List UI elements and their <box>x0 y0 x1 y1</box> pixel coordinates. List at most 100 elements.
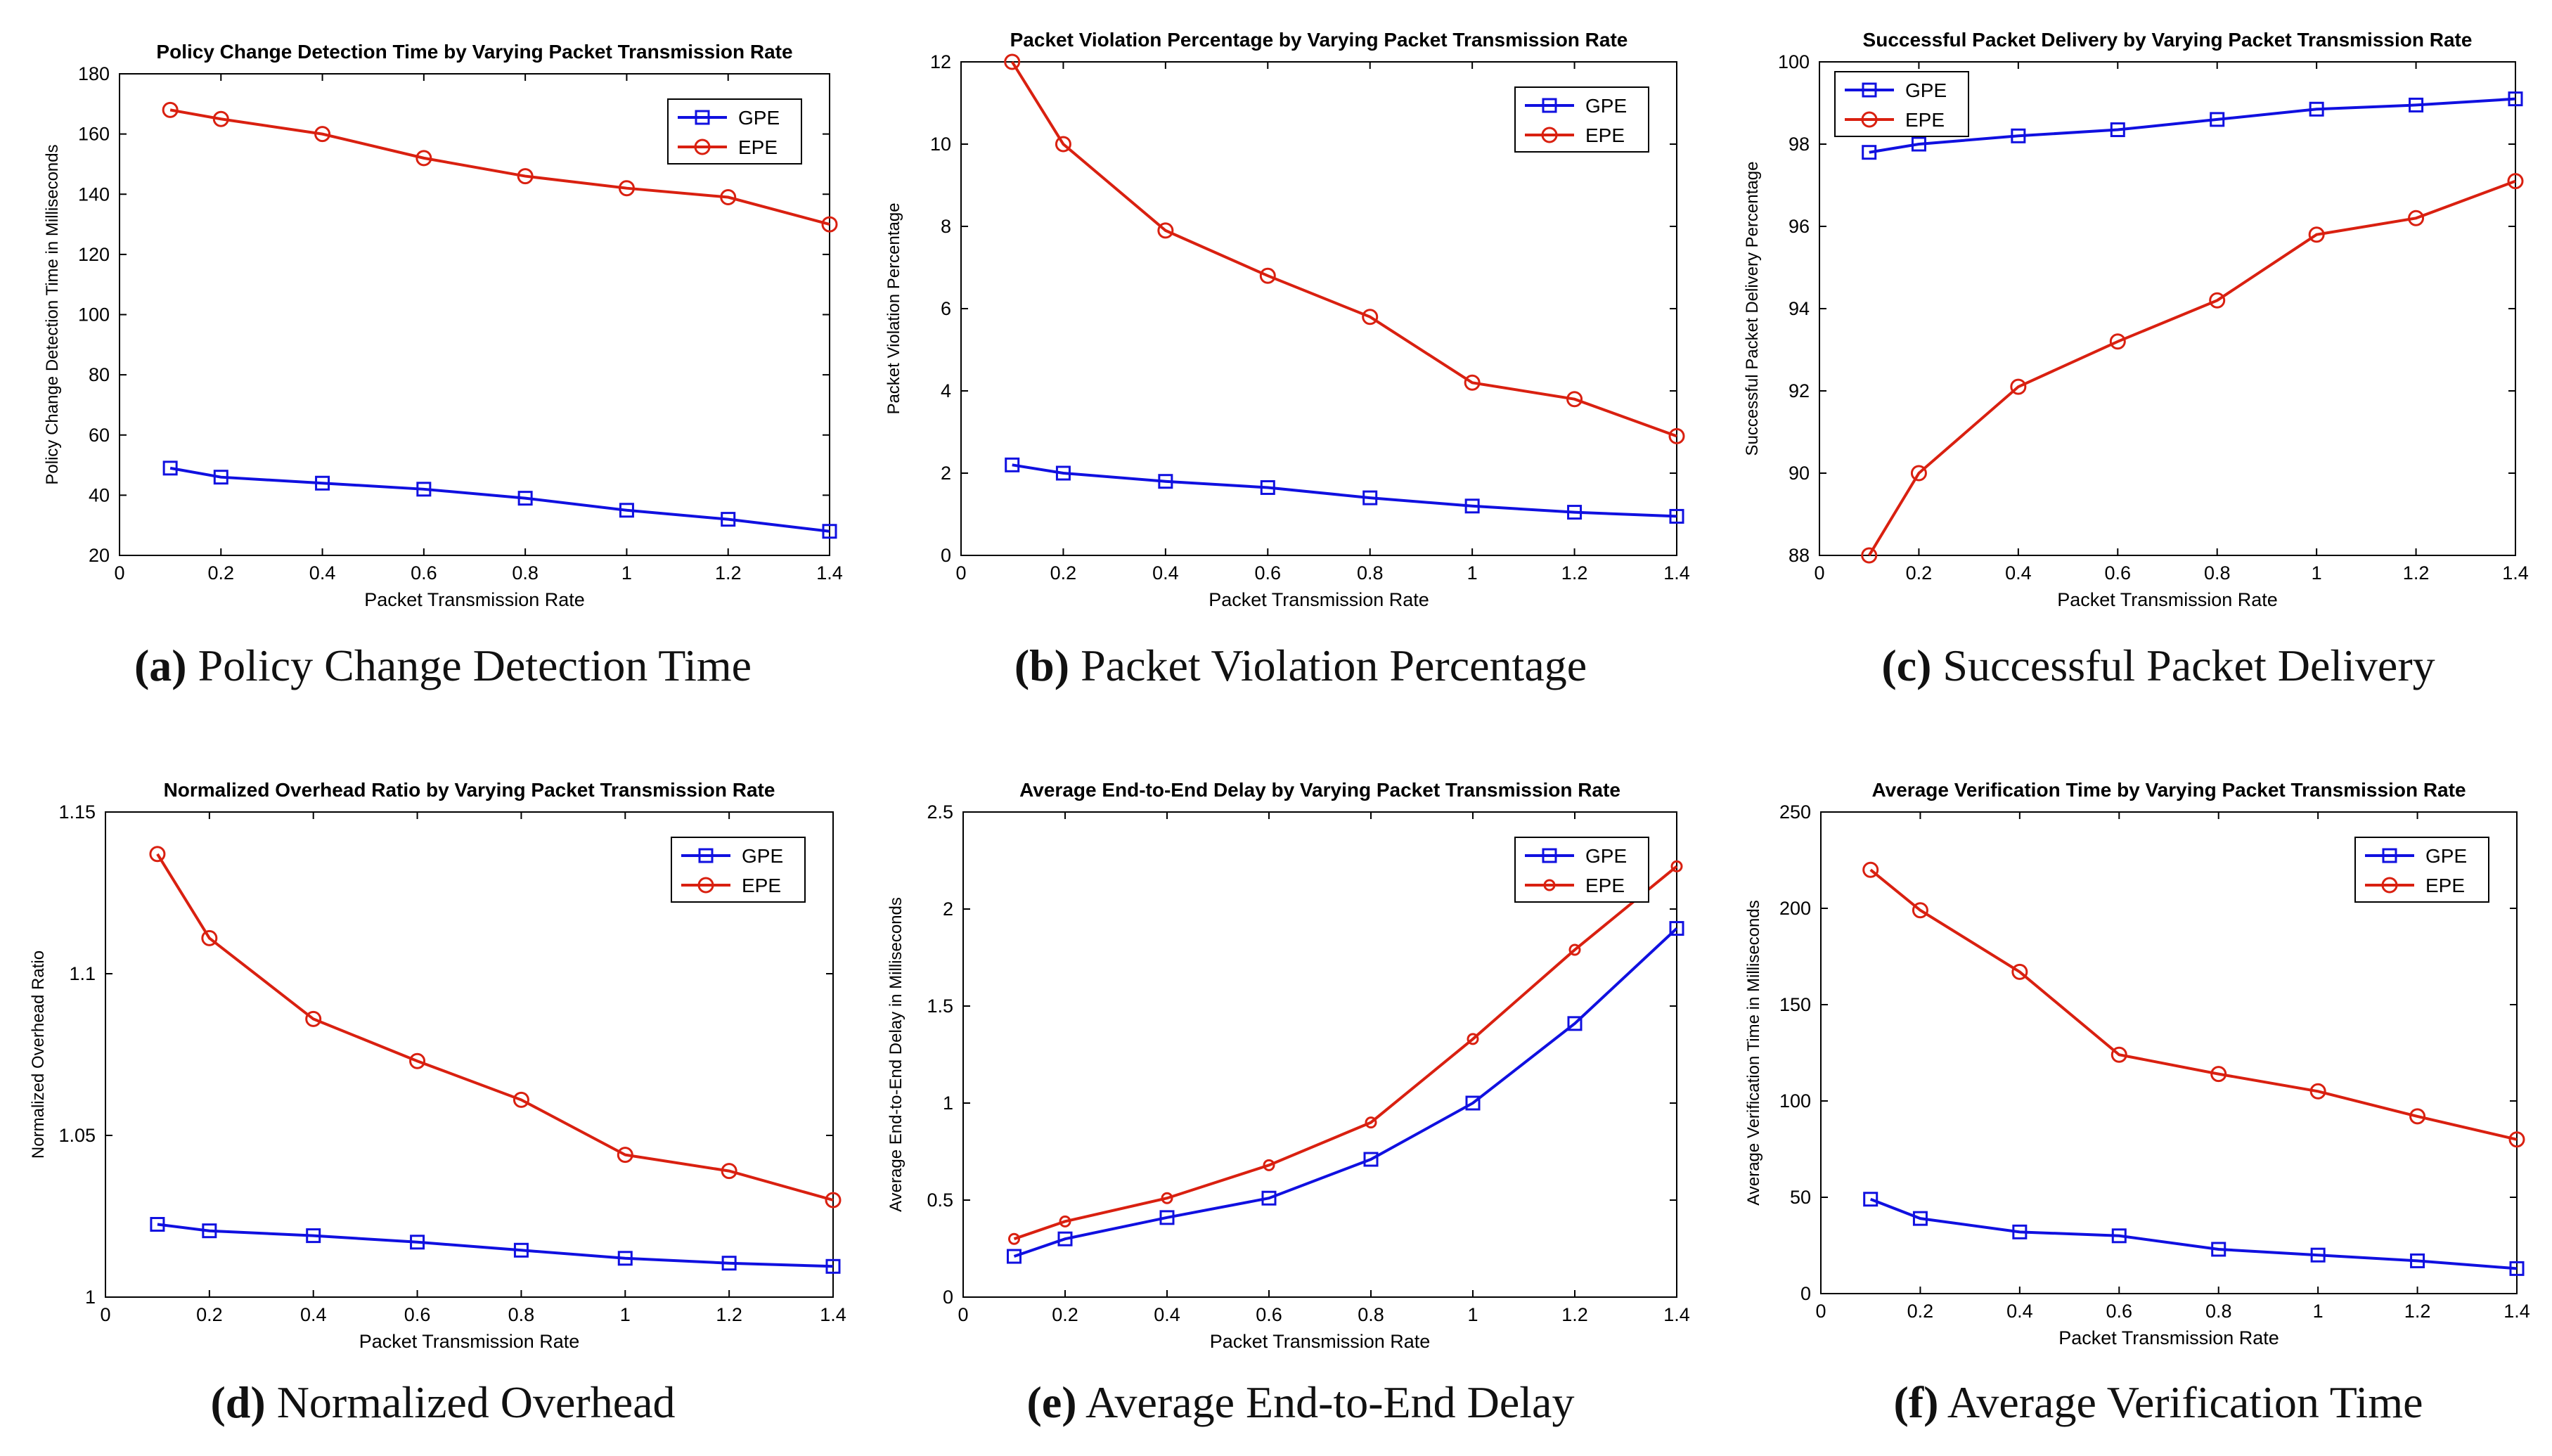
plot-area <box>1820 811 2518 1294</box>
legend: GPE EPE <box>667 98 802 165</box>
y-tick-label: 0.5 <box>927 1190 953 1211</box>
data-point-epe-marker <box>1055 136 1071 153</box>
data-point-gpe-marker <box>1567 1016 1583 1031</box>
y-tick-label: 1 <box>943 1093 953 1114</box>
data-point-epe-marker <box>1161 1192 1173 1204</box>
y-axis-label: Successful Packet Delivery Percentage <box>1743 162 1762 456</box>
x-tick-label: 0.8 <box>508 1304 535 1325</box>
data-point-gpe-marker <box>1007 1249 1022 1264</box>
data-point-epe-marker <box>314 126 331 143</box>
chart-title: Packet Violation Percentage by Varying P… <box>1010 29 1628 51</box>
data-point-gpe-marker <box>1362 490 1378 505</box>
data-point-gpe-marker <box>822 524 837 539</box>
y-tick-label: 88 <box>1789 545 1810 566</box>
data-point-gpe-marker <box>1261 1190 1277 1206</box>
y-tick-label: 100 <box>78 304 110 326</box>
series-line-epe <box>1868 179 2516 557</box>
x-tick-label: 0.6 <box>1255 562 1282 584</box>
x-tick-label: 0 <box>958 1304 968 1325</box>
legend-box <box>1514 837 1649 903</box>
series-epe <box>1862 861 2525 1148</box>
data-point-epe-marker <box>618 180 635 197</box>
caption-letter: (d) <box>210 1377 266 1427</box>
data-point-epe-marker <box>2309 1083 2326 1100</box>
data-point-epe-marker <box>720 189 737 206</box>
series-line-epe <box>156 853 834 1201</box>
legend: GPE EPE <box>671 837 806 903</box>
legend-label: EPE <box>1585 875 1625 896</box>
x-tick-label: 0.8 <box>1357 562 1384 584</box>
x-tick-label: 0.2 <box>1906 562 1933 584</box>
series-gpe <box>1863 1192 2525 1276</box>
series-line-epe <box>1869 868 2518 1141</box>
data-point-epe-marker <box>1912 902 1928 919</box>
data-point-gpe-marker <box>617 1251 633 1266</box>
data-point-epe-marker <box>162 101 179 118</box>
y-tick-label: 40 <box>89 484 110 505</box>
legend-marker <box>1542 98 1557 113</box>
x-tick-label: 0.4 <box>1152 562 1179 584</box>
y-tick-label: 10 <box>930 134 951 155</box>
data-point-gpe-marker <box>1465 1095 1481 1111</box>
x-tick-label: 0.2 <box>208 562 235 584</box>
data-point-epe-marker <box>1568 943 1581 956</box>
legend-marker <box>2381 877 2398 894</box>
y-axis-label: Packet Violation Percentage <box>884 202 903 414</box>
data-point-epe-marker <box>149 846 166 863</box>
x-tick-label: 0.8 <box>512 562 539 584</box>
x-axis-label: Packet Transmission Rate <box>2058 1327 2279 1348</box>
data-point-epe-marker <box>2110 1046 2127 1063</box>
data-point-epe-marker <box>2210 1066 2227 1083</box>
y-tick-label: 20 <box>89 545 110 566</box>
series-epe <box>149 846 842 1209</box>
legend-marker <box>694 138 711 155</box>
data-point-gpe-marker <box>2509 1261 2525 1276</box>
chart-average-end-to-end-delay: Average End-to-End Delay by Varying Pack… <box>887 779 1690 1352</box>
legend: GPE EPE <box>1514 837 1649 903</box>
legend-label: EPE <box>738 136 778 158</box>
legend-marker <box>2382 848 2397 863</box>
legend-label: EPE <box>742 875 781 896</box>
x-tick-label: 0.4 <box>2006 1301 2033 1322</box>
x-tick-label: 0.6 <box>411 562 437 584</box>
data-point-epe-marker <box>1157 222 1174 239</box>
data-point-gpe-marker <box>1055 465 1071 481</box>
caption-letter: (c) <box>1881 640 1932 690</box>
x-tick-label: 0.6 <box>2106 1301 2133 1322</box>
data-point-gpe-marker <box>2310 1247 2326 1263</box>
x-tick-label: 0.2 <box>1052 1304 1078 1325</box>
data-point-gpe-marker <box>1260 479 1275 495</box>
legend-label: GPE <box>738 107 780 129</box>
caption-letter: (b) <box>1014 640 1070 690</box>
data-point-gpe-marker <box>306 1228 321 1244</box>
series-line-epe <box>1011 60 1677 438</box>
caption-text: Average Verification Time <box>1947 1377 2423 1427</box>
data-point-epe-marker <box>821 216 838 233</box>
x-tick-label: 1.2 <box>716 1304 742 1325</box>
caption-e: (e) Average End-to-End Delay <box>942 1377 1659 1429</box>
chart-panel-e: Average End-to-End Delay by Varying Pack… <box>858 738 1715 1371</box>
legend: GPE EPE <box>1514 86 1649 153</box>
caption-letter: (e) <box>1026 1377 1077 1427</box>
x-tick-label: 1.4 <box>816 562 843 584</box>
y-tick-label: 92 <box>1789 380 1810 401</box>
x-tick-label: 0 <box>955 562 966 584</box>
y-tick-label: 6 <box>941 298 951 319</box>
y-tick-label: 180 <box>78 63 110 84</box>
chart-title: Normalized Overhead Ratio by Varying Pac… <box>164 779 775 801</box>
x-tick-label: 1.2 <box>715 562 742 584</box>
data-point-gpe-marker <box>1363 1152 1379 1167</box>
x-tick-label: 0.4 <box>2005 562 2032 584</box>
data-point-epe-marker <box>1004 53 1021 70</box>
series-gpe <box>162 460 837 539</box>
data-point-gpe-marker <box>1005 457 1020 472</box>
data-point-epe-marker <box>2409 1108 2426 1125</box>
legend-label: GPE <box>742 845 783 867</box>
legend-label: GPE <box>1905 79 1947 101</box>
x-tick-label: 1 <box>1467 562 1478 584</box>
data-point-gpe-marker <box>1669 508 1684 524</box>
x-tick-label: 0.6 <box>404 1304 431 1325</box>
y-tick-label: 12 <box>930 51 951 72</box>
caption-text: Normalized Overhead <box>276 1377 676 1427</box>
legend-marker <box>1861 111 1878 128</box>
